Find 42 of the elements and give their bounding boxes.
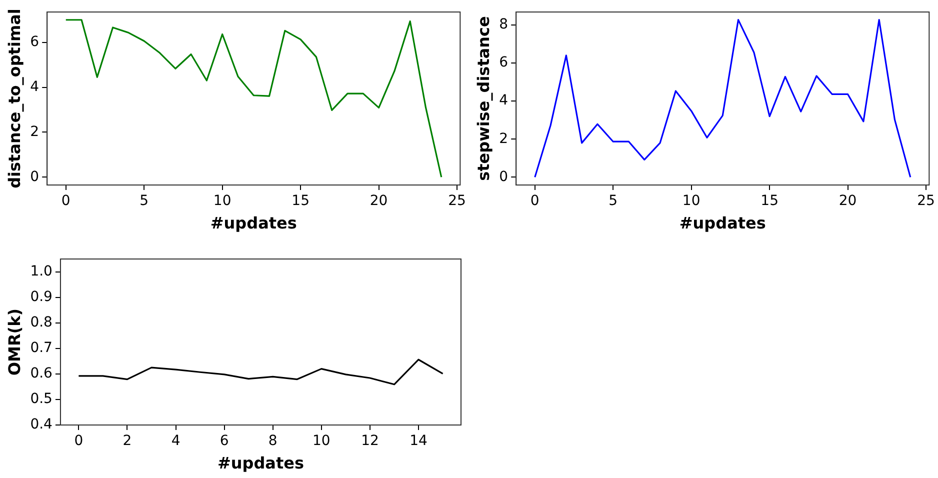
x-tick-label: 5 — [140, 193, 149, 210]
y-tick-label: 2 — [499, 130, 508, 147]
x-tick-label: 10 — [682, 193, 700, 210]
y-tick-label: 0.9 — [30, 288, 52, 305]
x-tick-label: 0 — [61, 193, 70, 210]
x-axis-title: #updates — [210, 214, 297, 233]
x-tick-label: 12 — [361, 433, 379, 450]
y-tick-label: 0 — [30, 168, 40, 185]
y-tick-label: 8 — [499, 16, 508, 33]
y-tick-label: 2 — [30, 124, 40, 140]
x-tick-label: 0 — [74, 433, 84, 450]
x-tick-label: 15 — [292, 193, 310, 210]
y-tick-label: 4 — [30, 78, 40, 95]
y-axis-title: stepwise_distance — [474, 16, 493, 181]
y-tick-label: 1.0 — [30, 263, 52, 280]
x-tick-label: 25 — [917, 193, 935, 210]
x-tick-label: 25 — [448, 193, 466, 210]
x-tick-label: 20 — [370, 193, 388, 210]
x-axis-title: #updates — [679, 214, 766, 233]
x-axis-title: #updates — [217, 454, 304, 473]
x-tick-label: 20 — [838, 193, 857, 210]
y-tick-label: 0.8 — [30, 314, 52, 330]
x-tick-label: 8 — [268, 433, 278, 450]
x-tick-label: 2 — [122, 433, 132, 450]
y-tick-label: 0.5 — [30, 391, 52, 408]
x-tick-label: 0 — [530, 193, 540, 210]
y-axis-title: OMR(k) — [4, 308, 24, 376]
x-tick-label: 14 — [410, 433, 428, 450]
y-tick-label: 6 — [499, 54, 508, 71]
x-tick-label: 6 — [220, 433, 229, 450]
x-tick-label: 5 — [608, 193, 618, 210]
y-tick-label: 0.7 — [30, 340, 52, 356]
y-tick-label: 6 — [30, 34, 40, 50]
x-tick-label: 10 — [213, 193, 232, 210]
y-axis-title: distance_to_optimal — [4, 8, 24, 188]
y-tick-label: 0.6 — [30, 366, 53, 382]
x-tick-label: 4 — [171, 433, 180, 450]
y-tick-label: 0 — [499, 168, 508, 185]
x-tick-label: 10 — [312, 433, 330, 450]
y-tick-label: 4 — [499, 92, 508, 109]
x-tick-label: 15 — [760, 193, 778, 210]
y-tick-label: 0.4 — [30, 416, 53, 433]
